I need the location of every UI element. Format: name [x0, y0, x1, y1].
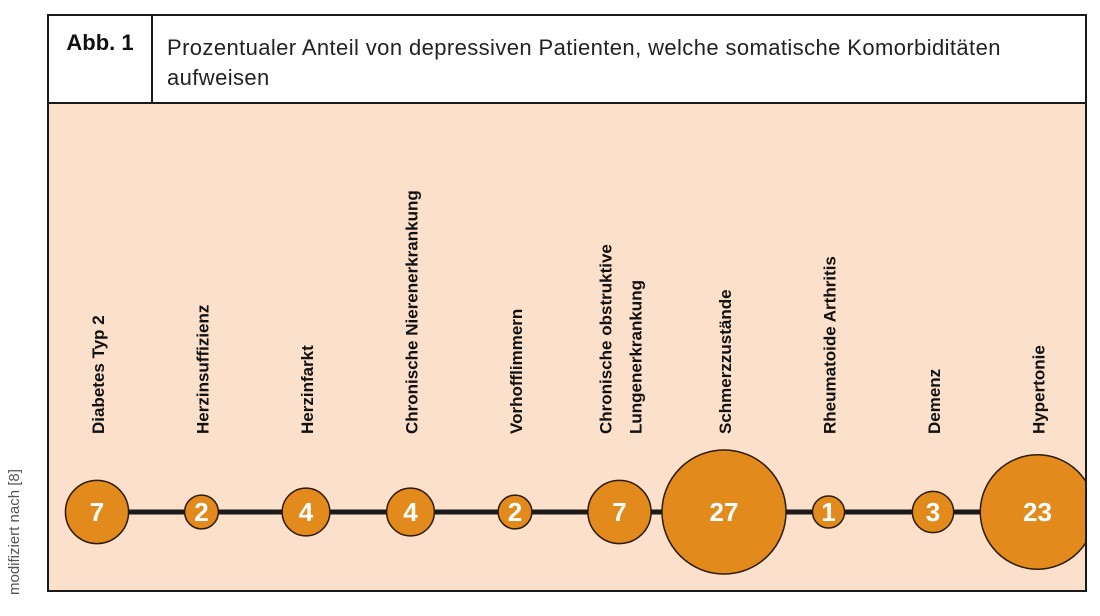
category-label: Vorhofflimmern: [507, 309, 526, 434]
figure-frame: Abb. 1 Prozentualer Anteil von depressiv…: [47, 14, 1087, 592]
category-label: Chronische Nierenerkrankung: [403, 190, 422, 434]
category-label-line: Diabetes Typ 2: [89, 315, 108, 434]
bubble: [281, 487, 331, 537]
bubble-value-label: 23: [1023, 497, 1052, 527]
category-label-line: Schmerzzustände: [716, 289, 735, 434]
category-label-line: Lungenerkrankung: [627, 280, 646, 434]
category-label-line: Chronische obstruktive: [597, 244, 616, 434]
figure-header: Abb. 1 Prozentualer Anteil von depressiv…: [49, 16, 1085, 104]
source-note: modifiziert nach [8]: [6, 469, 23, 595]
category-label-line: Chronische Nierenerkrankung: [403, 190, 422, 434]
bubble-value-label: 4: [403, 497, 418, 527]
bubble: [911, 490, 955, 534]
category-label-line: Herzinsuffizienz: [194, 305, 213, 434]
category-label-line: Vorhofflimmern: [507, 309, 526, 434]
figure-title: Prozentualer Anteil von depressiven Pati…: [167, 35, 1001, 90]
category-label: Demenz: [925, 369, 944, 434]
category-label-line: Rheumatoide Arthritis: [821, 256, 840, 434]
category-label: Herzinsuffizienz: [194, 305, 213, 434]
bubble-value-label: 27: [710, 497, 739, 527]
figure-label: Abb. 1: [49, 16, 153, 102]
category-label: Herzinfarkt: [298, 345, 317, 434]
bubble: [661, 449, 787, 575]
category-label: Diabetes Typ 2: [89, 315, 108, 434]
bubble-value-label: 1: [821, 497, 835, 527]
category-label: Chronische obstruktive Lungenerkrankung: [597, 244, 646, 434]
bubble: [587, 479, 652, 545]
category-label-line: Demenz: [925, 369, 944, 434]
bubble: [183, 494, 220, 530]
chart-area: 7 Diabetes Typ 2 2 Herzinsuffizienz 4 Herzinf…: [49, 104, 1085, 590]
bubble: [497, 494, 533, 530]
bubble: [385, 487, 436, 537]
bubble-value-label: 7: [612, 497, 626, 527]
bubble: [811, 495, 846, 529]
category-label: Hypertonie: [1030, 345, 1049, 434]
bubble: [979, 454, 1085, 570]
bubble-value-label: 7: [90, 497, 104, 527]
category-label: Schmerzzustände: [716, 289, 735, 434]
bubble-value-label: 3: [926, 497, 940, 527]
bubble-value-label: 4: [299, 497, 314, 527]
bubble: [64, 479, 130, 545]
category-label-line: Hypertonie: [1030, 345, 1049, 434]
bubble-chart: 7 Diabetes Typ 2 2 Herzinsuffizienz 4 Herzinf…: [64, 190, 1085, 575]
bubble-value-label: 2: [194, 497, 208, 527]
bubble-value-label: 2: [508, 497, 522, 527]
category-label-line: Herzinfarkt: [298, 345, 317, 434]
category-label: Rheumatoide Arthritis: [821, 256, 840, 434]
